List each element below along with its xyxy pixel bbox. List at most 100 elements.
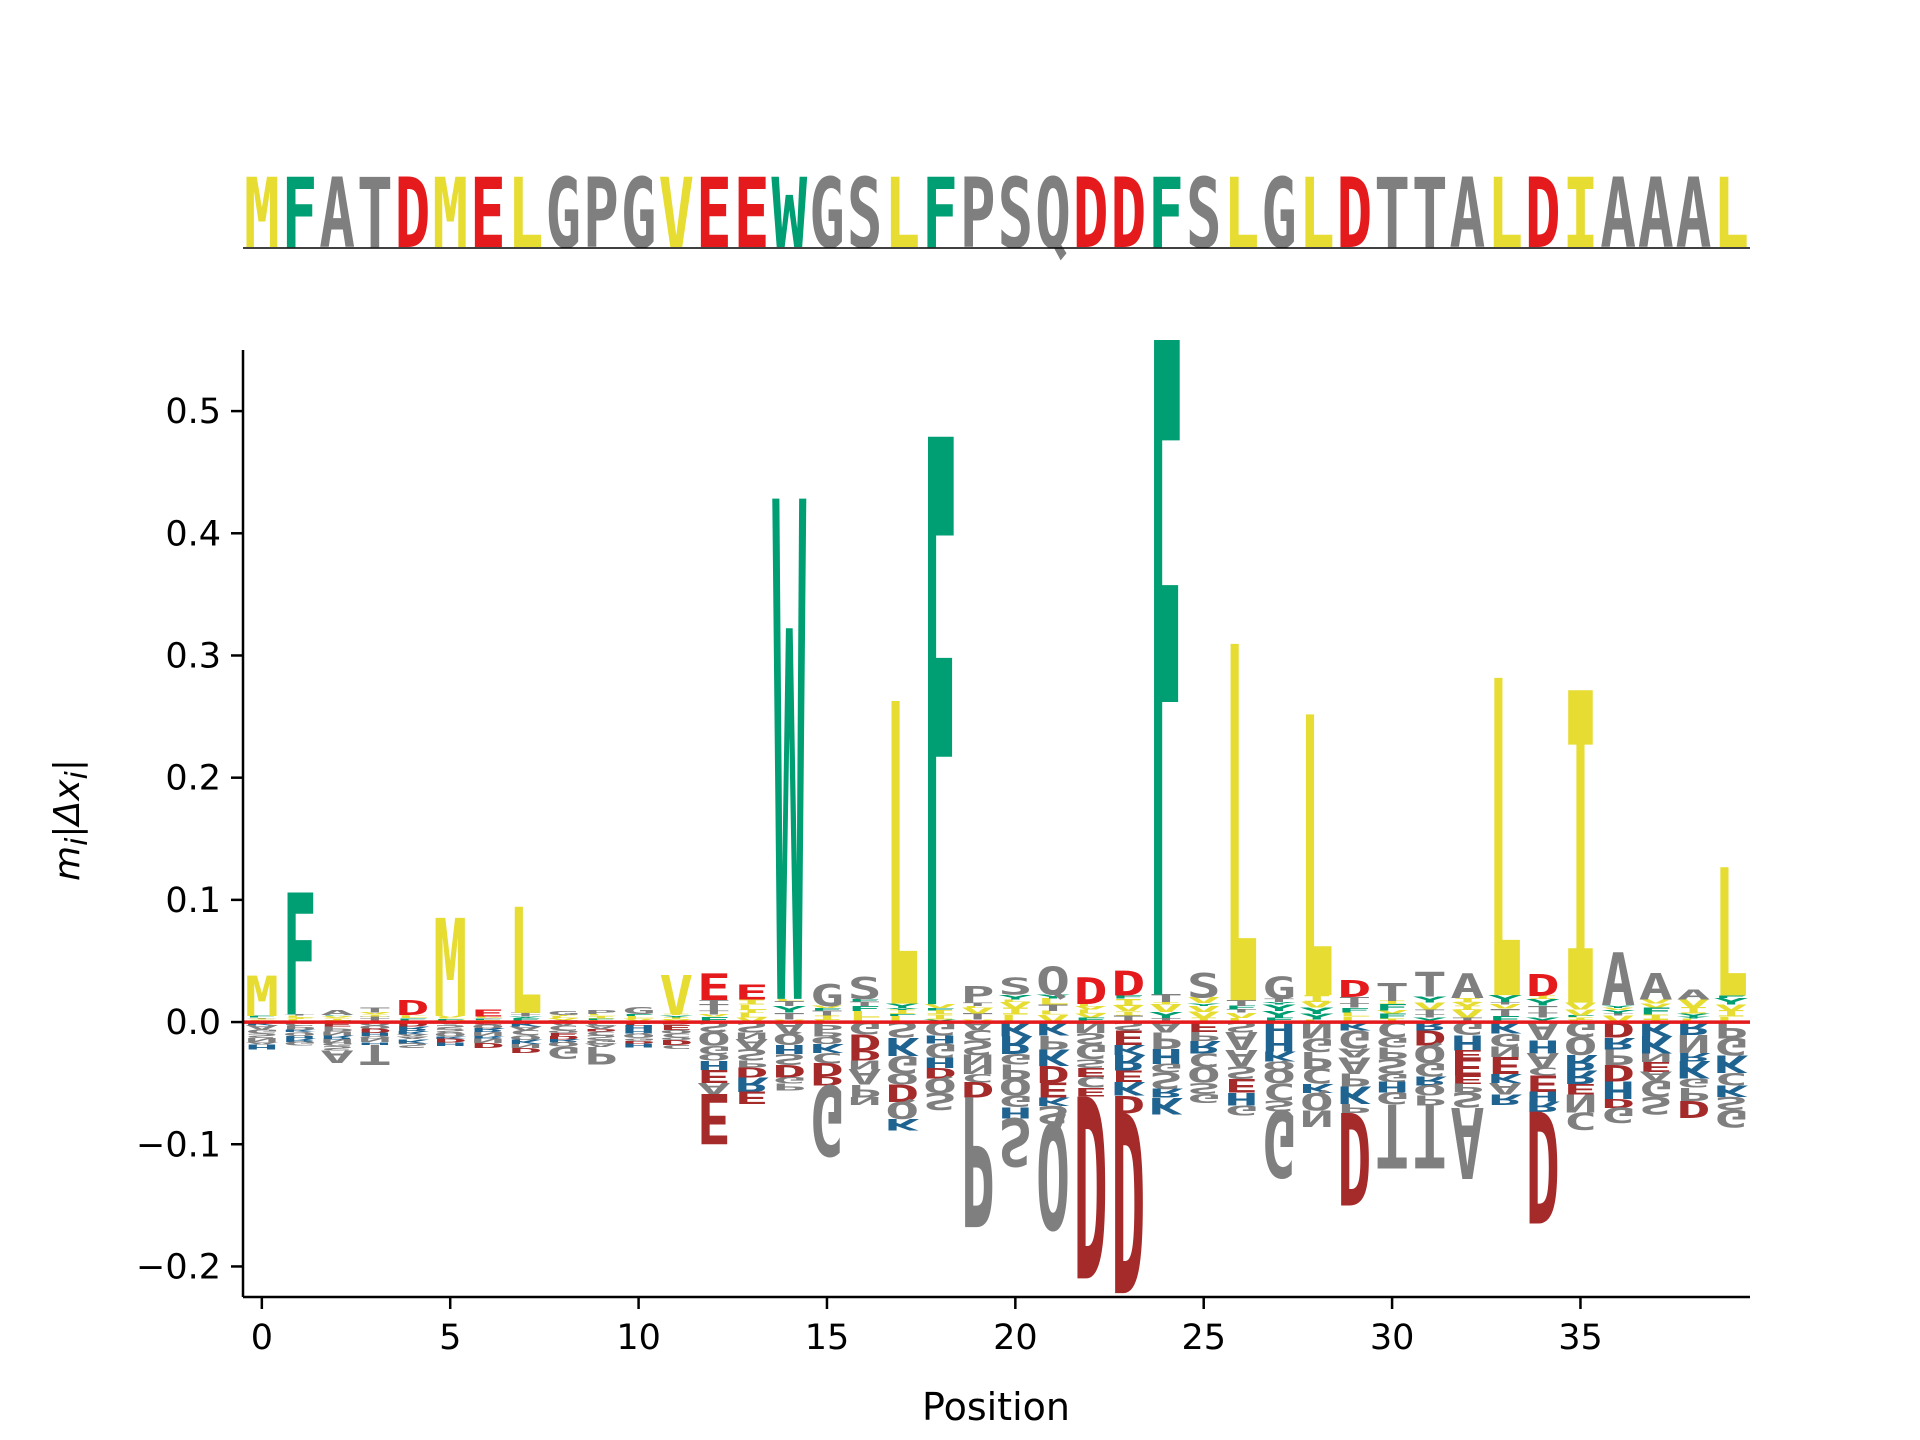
wild-type-letter: T (357, 158, 393, 270)
logo-letter-positive-minor: I (245, 1018, 279, 1020)
logo-letter-negative-minor: N (320, 1030, 354, 1036)
logo-letter-negative-minor: N (1639, 1050, 1673, 1064)
logo-letter-negative-minor: N (245, 1036, 279, 1042)
wild-type-letter: G (621, 158, 657, 270)
logo-letter-positive-minor: F (848, 998, 882, 1002)
logo-letter-positive-minor: V (1149, 1002, 1183, 1014)
logo-letter-positive-minor: F (1375, 1002, 1409, 1012)
logo-letter-positive-minor: F (885, 1014, 919, 1017)
logo-letter-positive-minor: V (584, 1015, 618, 1016)
logo-letter-wild-type: A (1450, 967, 1484, 1006)
logo-letter-negative-minor: E (1224, 1074, 1258, 1096)
logo-letter-negative-minor: E (697, 1066, 731, 1087)
logo-letter-positive-minor: L (1036, 1010, 1070, 1016)
logo-letter-wild-type: L (509, 878, 543, 1048)
logo-letter-negative-minor: K (1488, 1071, 1522, 1086)
logo-letter-negative-minor: S (772, 1050, 806, 1068)
logo-letter-negative-minor: H (1149, 1044, 1183, 1067)
logo-letter-negative-minor: K (1111, 1077, 1146, 1099)
logo-letter-positive-minor: T (697, 1010, 731, 1016)
wild-type-letter: S (997, 158, 1033, 270)
logo-letter-negative-minor: C (1262, 1077, 1296, 1104)
logo-letter-negative-minor: N (1676, 1029, 1710, 1058)
logo-letter-positive-minor: T (358, 1018, 392, 1022)
logo-letter-positive-minor: Y (1187, 1003, 1221, 1007)
logo-letter-positive-minor: T (1224, 999, 1258, 1008)
logo-letter-negative-minor: S (735, 1045, 769, 1063)
logo-letter-negative-minor: R (396, 1025, 431, 1032)
logo-letter-positive-minor: I (320, 1018, 354, 1021)
logo-letter-positive-minor: V (1639, 1003, 1673, 1009)
logo-letter-positive-minor: F (1639, 1006, 1673, 1017)
logo-letter-negative-minor: N (1488, 1043, 1522, 1059)
logo-letter-positive-minor: T (1337, 996, 1371, 1006)
logo-letter-positive-minor: L (1714, 1015, 1748, 1024)
logo-letter-negative-major: A (1450, 1085, 1484, 1199)
logo-letter-negative-minor: G (1074, 1039, 1108, 1063)
logo-letter-positive-minor: Y (1300, 1013, 1335, 1022)
logo-letter-negative-minor: P (1375, 1043, 1409, 1062)
logo-letter-wild-type: D (1526, 968, 1560, 1003)
logo-letter-positive-minor: T (772, 1000, 806, 1008)
logo-letter-negative-minor: K (1676, 1055, 1710, 1082)
logo-letter-positive-minor: Y (1262, 1009, 1297, 1020)
wild-type-letter: E (470, 158, 506, 270)
logo-letter-negative-minor: A (245, 1024, 279, 1031)
logo-letter-positive-minor: L (1224, 1017, 1258, 1023)
logo-letter-negative-minor: S (1375, 1054, 1409, 1077)
logo-letter-negative-minor: H (998, 1104, 1032, 1122)
logo-letter-negative-major: T (358, 1038, 392, 1069)
logo-letter-negative-minor: R (1526, 1098, 1560, 1114)
logo-letter-negative-minor: A (735, 1035, 769, 1051)
logo-letter-positive-minor: L (998, 1013, 1032, 1025)
wild-type-letter: S (1186, 158, 1222, 270)
x-tick-label: 5 (439, 1318, 461, 1358)
logo-letter-positive-minor: L (848, 1017, 882, 1024)
logo-letter-negative-minor: H (283, 1035, 317, 1039)
logo-letter-positive-minor: F (810, 1008, 844, 1012)
logo-letter-positive-minor: I (358, 1014, 392, 1017)
logo-letter-negative-minor: R (546, 1038, 581, 1043)
logo-letter-positive-minor: I (1526, 995, 1560, 1000)
logo-letter-negative-minor: N (320, 1038, 354, 1044)
wild-type-letter: P (583, 158, 619, 270)
logo-letter-positive-minor: L (320, 1017, 354, 1018)
logo-letter-positive-minor: F (923, 1008, 957, 1012)
logo-letter-negative-minor: E (1074, 1065, 1108, 1079)
wild-type-letter: F (1148, 158, 1184, 270)
logo-letter-positive-minor: T (697, 999, 731, 1006)
logo-letter-negative-minor: A (1224, 1044, 1258, 1070)
logo-letter-positive-minor: T (697, 1003, 731, 1013)
logo-letter-negative-minor: S (961, 1036, 995, 1059)
logo-letter-negative-minor: G (1375, 1034, 1409, 1050)
logo-letter-negative-minor: Q (358, 1035, 392, 1039)
logo-letter-wild-type: T (358, 1007, 392, 1015)
logo-letter-negative-minor: K (1714, 1049, 1748, 1077)
logo-letter-positive-minor: Y (1676, 1016, 1710, 1019)
logo-letter-negative-minor: C (659, 1032, 693, 1038)
logo-letter-negative-minor: H (923, 1033, 957, 1046)
logo-letter-positive-minor: V (1375, 1009, 1409, 1014)
logo-letter-negative-major: E (697, 1078, 731, 1158)
wild-type-letter: L (1487, 158, 1523, 270)
x-tick-label: 10 (616, 1318, 661, 1358)
logo-letter-negative-minor: D (471, 1041, 505, 1049)
logo-letter-negative-minor: G (1375, 1088, 1409, 1108)
logo-letter-negative-minor: S (320, 1044, 354, 1051)
logo-letter-negative-minor: Q (282, 1031, 316, 1036)
logo-letter-positive-minor: L (735, 1012, 769, 1019)
logo-letter-positive-minor: F (1337, 1007, 1371, 1014)
logo-letter-negative-minor: Q (1262, 1065, 1296, 1087)
logo-letter-negative-minor: R (1488, 1091, 1522, 1108)
logo-letter-negative-minor: K (282, 1029, 316, 1033)
logo-letter-negative-minor: A (1337, 1052, 1371, 1078)
logo-letter-positive-minor: V (998, 1000, 1032, 1009)
logo-letter-negative-minor: G (1714, 1032, 1748, 1059)
logo-letter-negative-minor: Q (1413, 1039, 1447, 1067)
logo-letter-negative-minor: S (1149, 1067, 1183, 1093)
logo-letter-negative-minor: G (1337, 1024, 1371, 1052)
logo-letter-positive-minor: F (1714, 995, 1748, 999)
logo-letter-negative-minor: D (848, 1047, 882, 1063)
logo-letter-negative-minor: G (1224, 1102, 1258, 1117)
